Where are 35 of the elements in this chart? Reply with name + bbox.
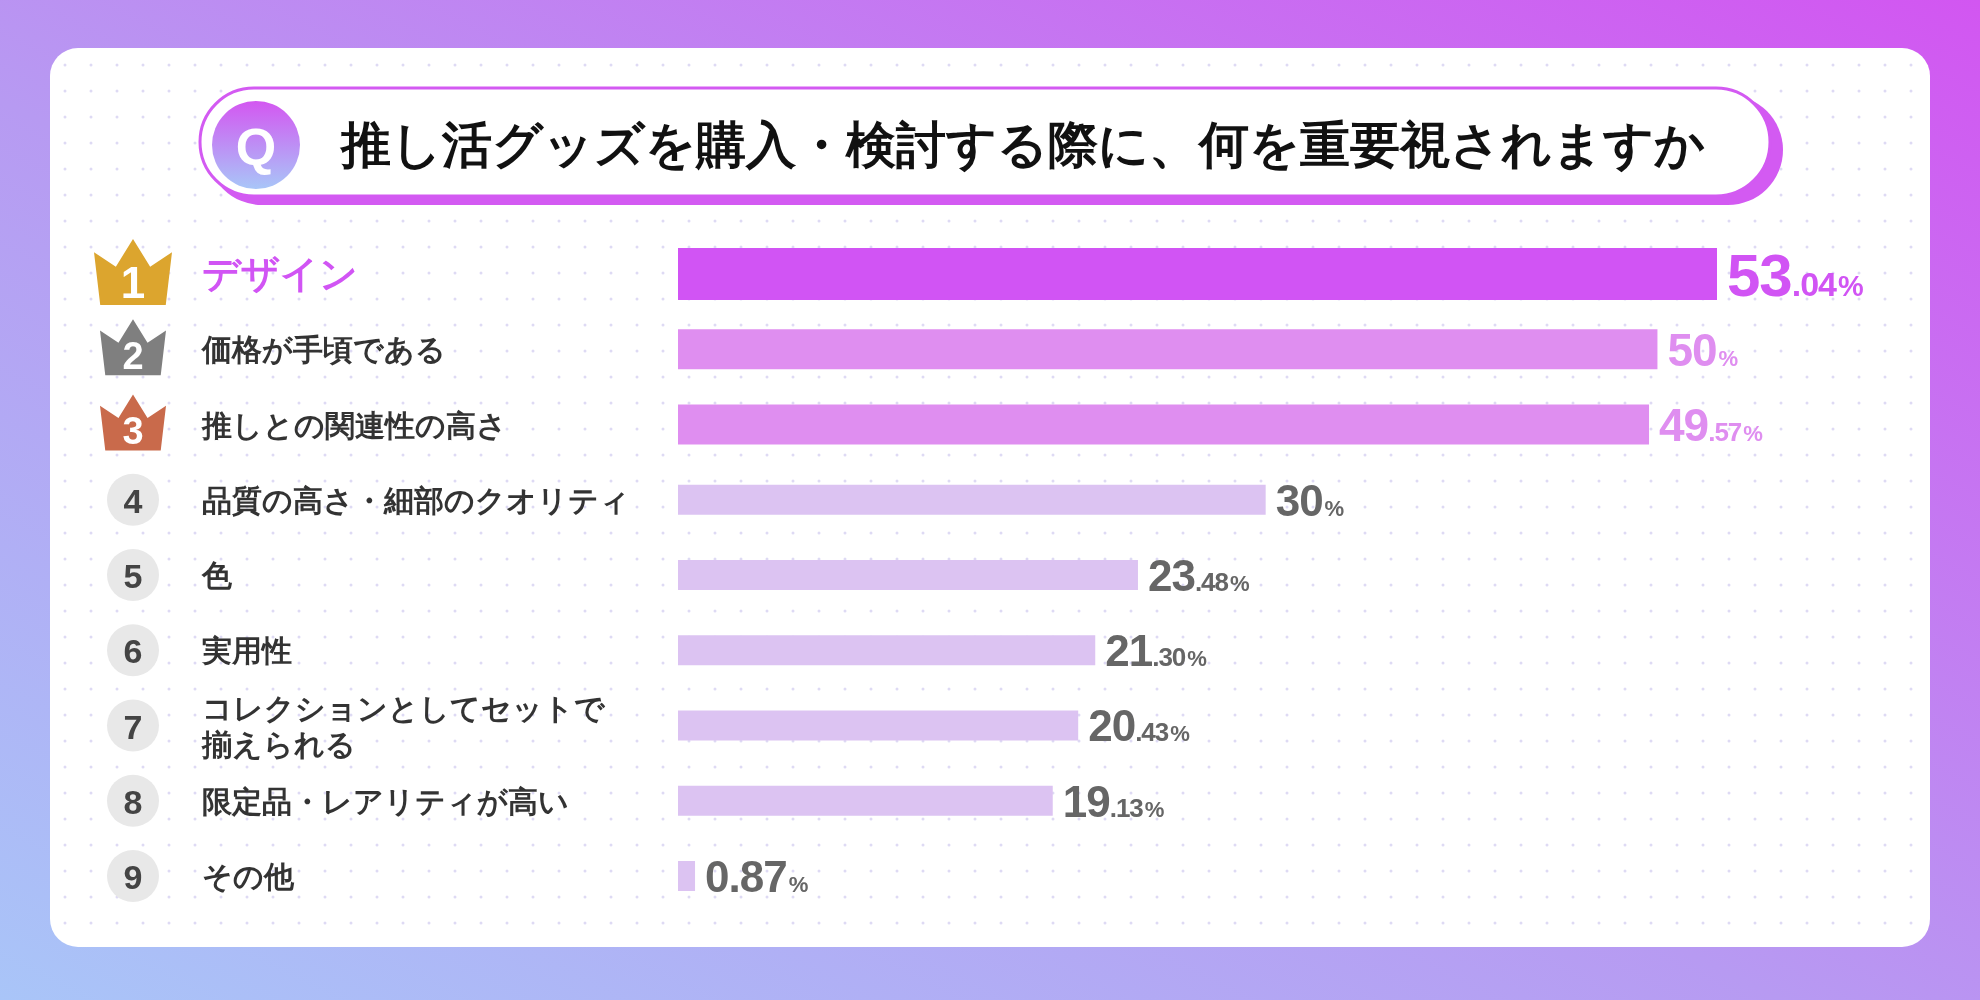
y-tick-label: デザイン [202,252,358,296]
y-tick-label: その他 [202,858,295,894]
text: 5 [123,557,143,595]
data-label: 30% [1275,475,1345,525]
y-tick-label: 品質の高さ・細部のクオリティ [202,482,630,518]
bar [678,560,1138,590]
data-label: 49.57% [1659,399,1764,452]
y-tick-label: 色 [201,557,233,593]
data-label: 19.13% [1062,776,1165,826]
bar [678,484,1266,515]
bar [678,710,1079,741]
y-tick-label: コレクションとしてセットで揃えられる [201,690,606,761]
text: 9 [123,858,143,896]
data-label: 0.87% [705,851,809,901]
y-tick-label: 限定品・レアリティが高い [202,783,569,819]
text: 8 [123,782,143,821]
data-label: 21.30% [1105,626,1208,676]
data-label: 20.43% [1088,701,1191,751]
data-label: 53.04% [1727,241,1864,309]
y-tick-label: 実用性 [201,632,292,668]
text: 1 [120,258,146,308]
text: 7 [123,707,143,746]
text: 3 [122,410,144,453]
data-label: 50% [1667,323,1739,376]
data-label: 23.48% [1147,550,1251,600]
bar [678,635,1096,666]
text: 6 [123,632,143,671]
text: 4 [123,481,143,520]
text: Q [235,118,277,176]
chart-title: 推し活グッズを購入・検討する際に、何を重要視されますか [339,116,1705,174]
bar [678,861,696,891]
text: 2 [122,335,144,378]
bar [678,785,1053,816]
y-tick-label: 価格が手頃である [201,331,446,367]
y-tick-label: 推しとの関連性の高さ [201,407,507,442]
